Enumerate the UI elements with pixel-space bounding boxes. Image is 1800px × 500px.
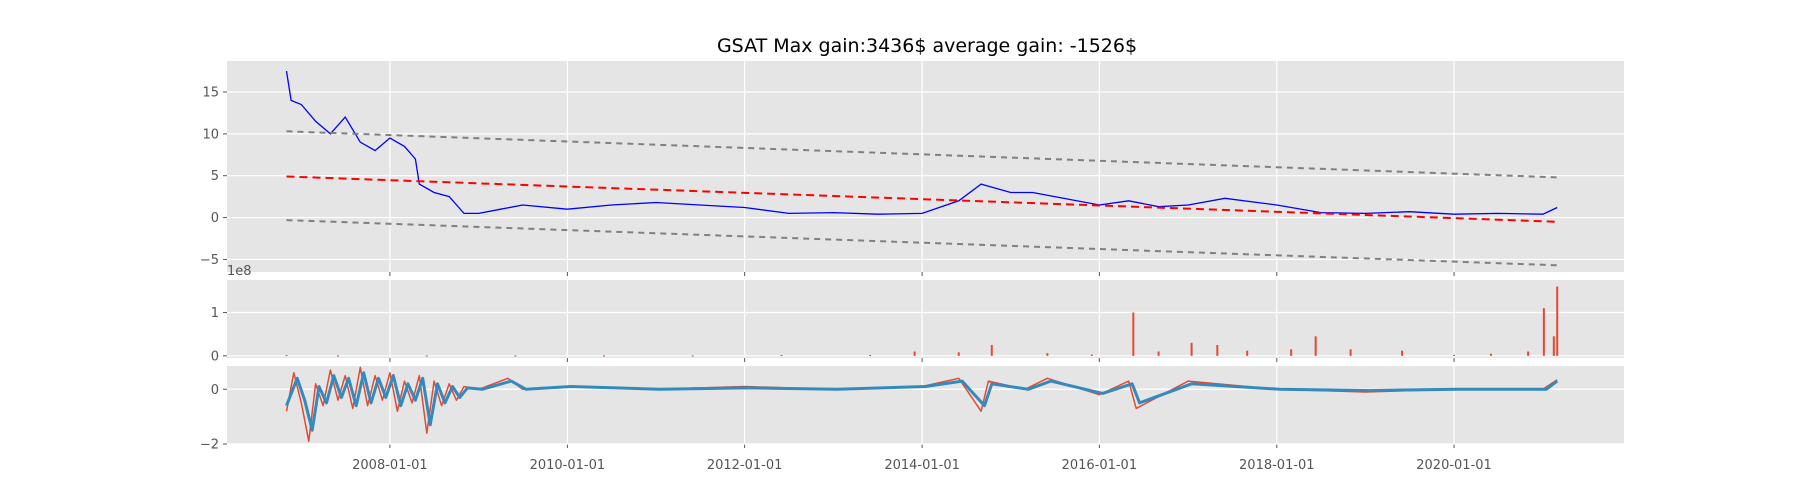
oscillator-panel xyxy=(227,366,1624,444)
volume-bar xyxy=(1046,353,1049,356)
x-tick-label: 2014-01-01 xyxy=(884,458,960,473)
price-plot xyxy=(285,70,1558,267)
volume-bar xyxy=(1090,354,1093,356)
volume-bar xyxy=(285,354,288,356)
x-tick-label: 2012-01-01 xyxy=(707,458,783,473)
price-y-tick-label: −5 xyxy=(200,253,219,268)
grid-layer xyxy=(223,61,1624,448)
price-y-tick-label: 15 xyxy=(202,85,219,100)
price-y-tick-label: 10 xyxy=(202,127,219,142)
volume-bar xyxy=(1349,349,1352,356)
volume-bar xyxy=(1157,351,1160,356)
volume-y-tick-label: 0 xyxy=(211,349,219,364)
volume-plot xyxy=(285,286,1559,357)
volume-scale-offset-label: 1e8 xyxy=(227,264,252,279)
x-tick-label: 2010-01-01 xyxy=(530,458,606,473)
volume-bar xyxy=(1489,353,1492,356)
volume-bar xyxy=(1216,345,1219,356)
oscillator-plot xyxy=(285,366,1559,443)
trend-line xyxy=(286,175,1558,223)
volume-y-tick-label: 1 xyxy=(211,306,219,321)
volume-bar xyxy=(336,355,339,357)
volume-bar xyxy=(1246,350,1249,356)
upper-band-line xyxy=(286,130,1558,179)
volume-bar xyxy=(1527,351,1530,356)
volume-bar xyxy=(990,345,993,356)
price-panel xyxy=(227,61,1624,272)
x-tick-label: 2018-01-01 xyxy=(1239,458,1315,473)
price-y-tick-label: 5 xyxy=(211,169,219,184)
volume-bar xyxy=(1542,308,1545,356)
osc-y-tick-label: 0 xyxy=(211,383,219,398)
volume-bar xyxy=(1314,336,1317,356)
volume-bar xyxy=(1556,286,1559,356)
osc-y-tick-label: −2 xyxy=(200,438,219,453)
volume-bar xyxy=(1401,350,1404,356)
volume-bar xyxy=(957,352,960,356)
volume-bar xyxy=(425,355,428,357)
volume-bar xyxy=(1290,349,1293,356)
volume-panel xyxy=(227,280,1624,358)
volume-bar xyxy=(603,355,606,357)
volume-bar xyxy=(780,354,783,356)
volume-bar xyxy=(1132,312,1135,356)
price-series-line xyxy=(285,70,1558,215)
volume-bar xyxy=(1190,342,1193,356)
volume-bar xyxy=(514,355,517,357)
axis-labels: 2008-01-01 2010-01-01 2012-01-01 2014-01-01… xyxy=(200,85,1492,473)
x-tick-label: 2016-01-01 xyxy=(1062,458,1138,473)
price-y-tick-label: 0 xyxy=(211,211,219,226)
chart-title: GSAT Max gain:3436$ average gain: -1526$ xyxy=(717,35,1137,57)
oscillator-slow-line xyxy=(285,371,1559,432)
lower-band-line xyxy=(286,219,1558,267)
volume-bar xyxy=(1552,336,1555,356)
volume-bar xyxy=(869,354,872,356)
x-tick-label: 2020-01-01 xyxy=(1416,458,1492,473)
volume-bar xyxy=(913,351,916,356)
volume-bar xyxy=(691,355,694,357)
volume-bar xyxy=(1453,354,1456,356)
x-tick-label: 2008-01-01 xyxy=(352,458,428,473)
